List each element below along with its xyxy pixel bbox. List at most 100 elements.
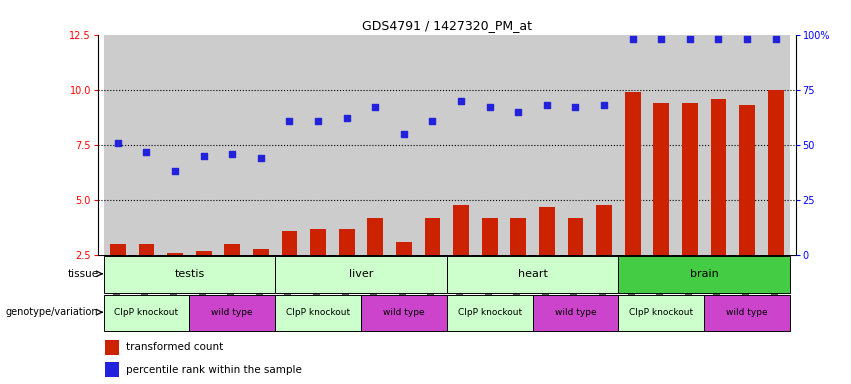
Bar (139, 244, 154, 255)
Point (283, 118, 296, 124)
Bar (568, 218, 583, 255)
Bar (447, 256, 619, 293)
Bar (676, 35, 704, 255)
Bar (225, 244, 240, 255)
Bar (275, 256, 447, 293)
Point (368, 104, 382, 111)
Bar (768, 90, 784, 255)
Bar (253, 249, 269, 255)
Text: percentile rank within the sample: percentile rank within the sample (126, 364, 301, 375)
Bar (361, 35, 390, 255)
Bar (333, 35, 361, 255)
Bar (196, 251, 212, 255)
Bar (132, 35, 161, 255)
Point (311, 118, 325, 124)
Text: genotype/variation: genotype/variation (6, 307, 99, 317)
Bar (619, 295, 704, 331)
Point (254, 155, 268, 161)
Text: transformed count: transformed count (126, 342, 223, 352)
Bar (533, 295, 619, 331)
Bar (361, 295, 447, 331)
Text: ClpP knockout: ClpP knockout (286, 308, 350, 317)
Point (540, 102, 554, 108)
Bar (733, 35, 762, 255)
Bar (647, 35, 676, 255)
Point (454, 98, 468, 104)
Point (397, 131, 411, 137)
Bar (539, 207, 555, 255)
Point (111, 140, 125, 146)
Bar (105, 362, 119, 377)
Bar (682, 103, 698, 255)
Text: wild type: wild type (211, 308, 253, 317)
Bar (311, 229, 326, 255)
Bar (447, 295, 533, 331)
Text: heart: heart (517, 269, 547, 279)
Text: wild type: wild type (555, 308, 597, 317)
Bar (625, 92, 641, 255)
Bar (533, 35, 561, 255)
Text: ClpP knockout: ClpP knockout (629, 308, 694, 317)
Bar (167, 253, 183, 255)
Bar (418, 35, 447, 255)
Bar (218, 35, 247, 255)
Bar (161, 35, 190, 255)
Bar (247, 35, 275, 255)
Bar (504, 35, 533, 255)
Bar (190, 35, 218, 255)
Point (197, 153, 210, 159)
Bar (654, 103, 669, 255)
Point (340, 115, 353, 121)
Point (683, 36, 697, 42)
Point (168, 168, 182, 174)
Text: ClpP knockout: ClpP knockout (458, 308, 522, 317)
Bar (275, 35, 304, 255)
Point (597, 102, 611, 108)
Bar (110, 244, 126, 255)
Bar (711, 99, 727, 255)
Bar (597, 205, 612, 255)
Bar (275, 295, 361, 331)
Bar (104, 295, 190, 331)
Bar (339, 229, 355, 255)
Bar (704, 295, 790, 331)
Bar (304, 35, 333, 255)
Point (483, 104, 496, 111)
Bar (704, 35, 733, 255)
Bar (511, 218, 526, 255)
Bar (105, 339, 119, 355)
Point (654, 36, 668, 42)
Text: wild type: wild type (726, 308, 768, 317)
Bar (762, 35, 790, 255)
Bar (190, 295, 275, 331)
Point (140, 149, 153, 155)
Text: ClpP knockout: ClpP knockout (114, 308, 179, 317)
Bar (590, 35, 619, 255)
Title: GDS4791 / 1427320_PM_at: GDS4791 / 1427320_PM_at (362, 19, 532, 32)
Point (740, 36, 754, 42)
Point (768, 36, 782, 42)
Text: testis: testis (174, 269, 204, 279)
Bar (104, 35, 132, 255)
Point (511, 109, 525, 115)
Bar (282, 231, 297, 255)
Bar (561, 35, 590, 255)
Bar (368, 218, 383, 255)
Bar (425, 218, 440, 255)
Bar (619, 256, 790, 293)
Bar (104, 256, 275, 293)
Point (711, 36, 725, 42)
Bar (476, 35, 504, 255)
Text: liver: liver (349, 269, 374, 279)
Bar (454, 205, 469, 255)
Bar (396, 242, 412, 255)
Text: brain: brain (690, 269, 718, 279)
Text: tissue: tissue (67, 269, 99, 279)
Bar (482, 218, 498, 255)
Point (625, 36, 639, 42)
Text: wild type: wild type (383, 308, 425, 317)
Point (426, 118, 439, 124)
Bar (740, 105, 755, 255)
Bar (447, 35, 476, 255)
Point (226, 151, 239, 157)
